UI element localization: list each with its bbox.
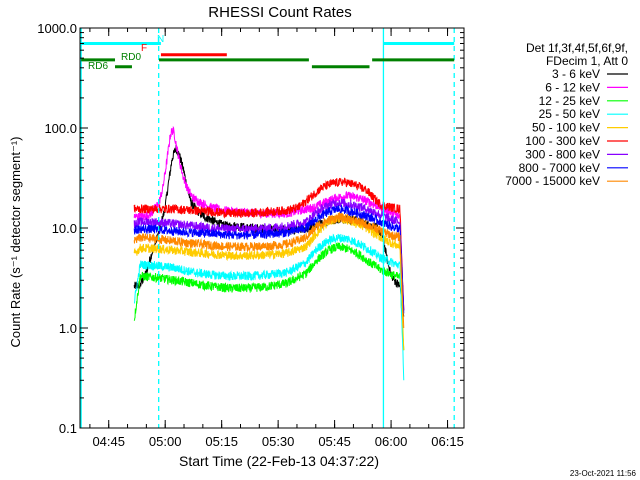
legend-header-0: Det 1f,3f,4f,5f,6f,9f, bbox=[526, 41, 628, 55]
series-line-5 bbox=[133, 177, 405, 311]
flag-label-rd0: RD0 bbox=[121, 52, 141, 63]
legend-header-1: FDecim 1, Att 0 bbox=[546, 54, 628, 68]
series-line-2 bbox=[133, 242, 405, 351]
y-tick-label-3: 100.0 bbox=[44, 121, 77, 136]
x-tick-label-0: 04:45 bbox=[92, 434, 125, 449]
y-tick-label-2: 10.0 bbox=[52, 221, 77, 236]
y-tick-label-4: 1000.0 bbox=[37, 21, 77, 36]
series-line-3 bbox=[133, 233, 405, 381]
axes: 04:45 05:00 05:15 05:30 05:45 06:00 06:15 0.1 1.… bbox=[37, 21, 464, 449]
legend-label-3: 25 - 50 keV bbox=[539, 107, 600, 121]
x-tick-label-1: 05:00 bbox=[149, 434, 182, 449]
legend-label-6: 300 - 800 keV bbox=[525, 147, 600, 161]
legend: Det 1f,3f,4f,5f,6f,9f,FDecim 1, Att 03 -… bbox=[505, 41, 628, 188]
x-tick-label-6: 06:15 bbox=[431, 434, 464, 449]
legend-label-7: 800 - 7000 keV bbox=[519, 161, 600, 175]
flag-label-rd6: RD6 bbox=[88, 61, 108, 72]
y-axis-label: Count Rate (s⁻¹ detector segment⁻¹) bbox=[8, 137, 23, 348]
legend-label-2: 12 - 25 keV bbox=[539, 94, 600, 108]
plot-area bbox=[80, 28, 455, 428]
y-tick-label-1: 1.0 bbox=[59, 321, 77, 336]
x-tick-label-3: 05:30 bbox=[262, 434, 295, 449]
x-tick-label-5: 06:00 bbox=[375, 434, 408, 449]
series-line-8 bbox=[133, 211, 405, 329]
legend-label-1: 6 - 12 keV bbox=[545, 80, 600, 94]
legend-label-5: 100 - 300 keV bbox=[525, 134, 600, 148]
legend-label-8: 7000 - 15000 keV bbox=[505, 174, 600, 188]
x-tick-label-4: 05:45 bbox=[318, 434, 351, 449]
legend-label-0: 3 - 6 keV bbox=[552, 67, 600, 81]
flag-label-n: N bbox=[157, 34, 164, 45]
x-tick-label-2: 05:15 bbox=[205, 434, 238, 449]
footer-date: 23-Oct-2021 11:56 bbox=[570, 469, 637, 478]
chart-title: RHESSI Count Rates bbox=[208, 4, 351, 21]
x-axis-label: Start Time (22-Feb-13 04:37:22) bbox=[179, 453, 379, 469]
y-tick-label-0: 0.1 bbox=[59, 421, 77, 436]
legend-label-4: 50 - 100 keV bbox=[532, 121, 600, 135]
flag-label-f: F bbox=[141, 43, 147, 54]
series-line-7 bbox=[133, 204, 405, 314]
